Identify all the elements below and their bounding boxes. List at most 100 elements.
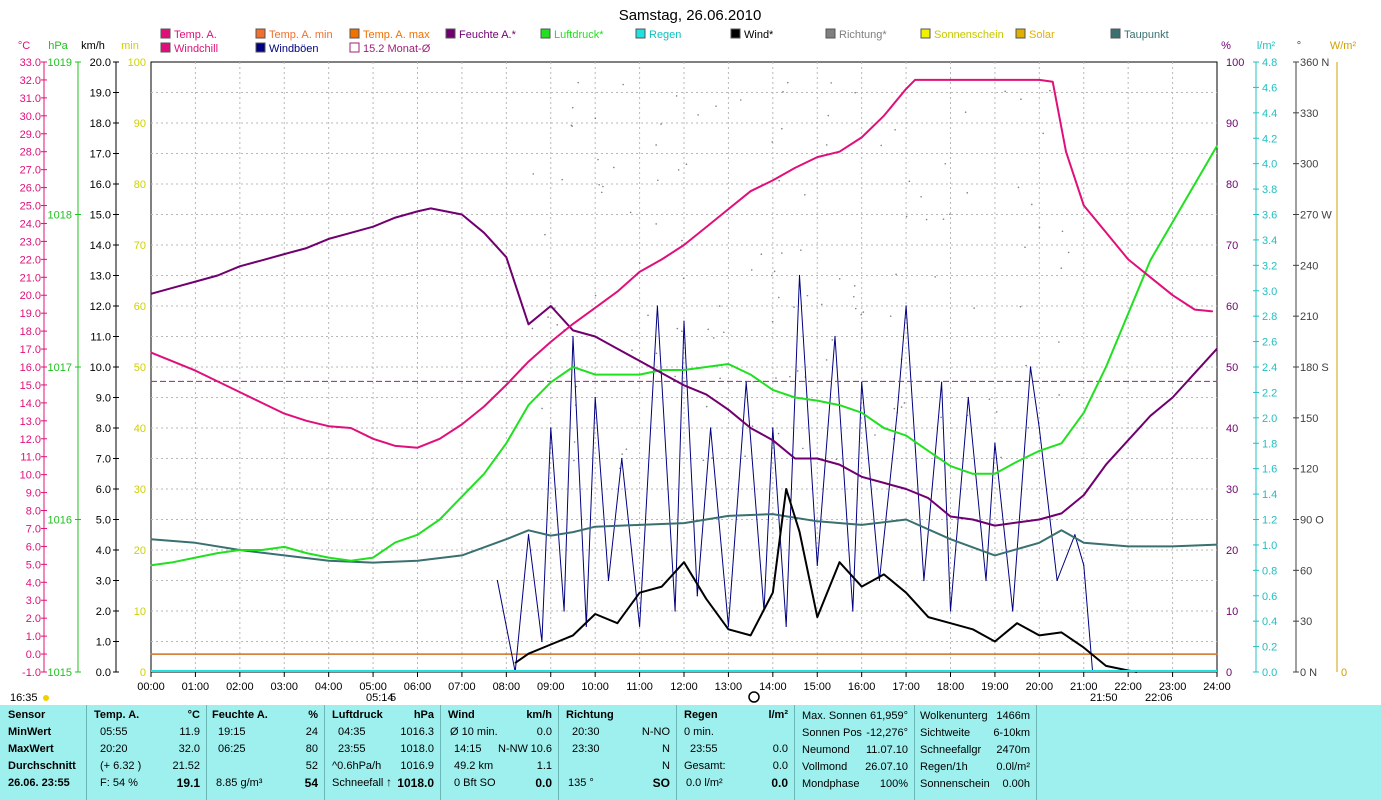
tick-wind-7: 13.0 [90,271,111,283]
point-feuchte-a [1127,439,1129,441]
tick-wind-16: 4.0 [96,545,111,557]
stats-extra-col: Wolkenunterg 1466m Sichtweite 6-10km Sch… [914,705,1037,800]
temp-last-val: 19.1 [176,776,200,790]
direction-dot [880,144,882,147]
direction-dot [681,239,683,242]
point-feuchte-a [1083,494,1085,496]
point-taupunkt [194,542,197,544]
tick-temp-2: 31.0 [20,93,41,105]
wind-r2-time: 14:15 [454,743,482,755]
point-temp-a [261,402,263,404]
tick-humidity-7: 30 [1226,484,1238,496]
series-taupunkt [150,513,1218,564]
point-luftdruck [1060,442,1063,444]
point-temp-a [772,179,774,182]
tick-direction-11: 30 [1300,616,1312,628]
direction-dot [602,185,604,188]
x-tick-17: 17:00 [892,681,920,693]
direction-dot [697,114,699,116]
tick-temp-18: 15.0 [20,380,41,392]
point-wind [785,488,787,490]
point-wind [1038,634,1040,637]
point-wind [972,628,974,630]
tick-temp-17: 16.0 [20,362,41,374]
temp-min-time: 05:55 [100,726,128,738]
point-wind [638,592,641,594]
point-windb-en [878,579,881,582]
direction-dot [532,173,535,175]
tick-humidity-1: 90 [1226,118,1238,130]
temp-max-val: 32.0 [178,743,200,755]
tick-wind-5: 15.0 [90,210,111,222]
x-tick-12: 12:00 [670,681,698,693]
point-temp-a [572,323,574,325]
row-label-min: MinWert [8,726,52,738]
point-luftdruck [1216,145,1218,147]
direction-r4-val: SO [652,776,670,790]
legend-swatch-0 [160,28,171,39]
point-luftdruck [439,518,441,521]
point-feuchte-a [150,293,152,295]
point-luftdruck [1105,366,1107,368]
direction-dot [705,405,708,408]
direction-dot [782,90,784,93]
point-temp-a [439,438,441,440]
direction-dot [1061,230,1064,233]
tick-rain-19: 1.0 [1262,540,1277,552]
grid [151,62,1217,672]
pressure-avg-val: 1016.9 [400,760,434,772]
temp-header: Temp. A. [94,709,140,721]
direction-dot [778,179,780,182]
point-wind [1060,631,1063,633]
tick-humidity-6: 40 [1226,423,1238,435]
tick-temp-12: 21.0 [20,272,41,284]
legend-swatch-9 [730,28,741,39]
point-temp-a [483,405,485,408]
point-windb-en [852,610,854,612]
point-luftdruck [572,366,574,368]
tick-direction-0: 360 N [1300,57,1329,69]
point-feuchte-a [750,427,752,429]
x-tick-13: 13:00 [715,681,743,693]
point-wind [772,592,774,594]
point-temp-a [683,244,685,246]
direction-dot [1000,456,1002,459]
point-temp-a [372,438,374,440]
direction-r4-label: 135 ° [568,777,594,789]
point-feuchte-a [794,457,796,460]
astro-value-3: 26.07.10 [865,761,908,773]
point-feuchte-a [638,360,641,362]
point-feuchte-a [883,482,885,484]
point-windb-en [710,427,712,429]
point-feuchte-a [372,226,374,228]
point-feuchte-a [727,409,730,411]
point-wind [1083,647,1085,649]
rain-r4-val: 0.0 [771,776,788,790]
point-wind [927,616,929,618]
humidity-avg-val: 52 [305,760,318,772]
direction-dot [944,162,947,165]
direction-dot [1058,341,1060,343]
pressure-header: Luftdruck [332,709,383,721]
axis-unit-pressure: hPa [48,40,68,52]
tick-rain-18: 1.2 [1262,515,1277,527]
astro-label-1: Sonnen Pos [802,727,862,739]
point-windb-en [621,457,623,460]
direction-dot [804,193,806,196]
direction-dot [908,180,911,183]
point-taupunkt [1060,529,1063,531]
weather-chart: Samstag, 26.06.2010 Temp. A.WindchillTem… [10,7,1356,704]
point-feuchte-a [550,305,552,307]
direction-r3-val: N [662,760,670,772]
point-temp-a [194,369,197,372]
tick-direction-8: 120 [1300,464,1318,476]
point-taupunkt [328,560,330,562]
tick-wind-8: 12.0 [90,301,111,313]
series-temp-a [150,78,1213,449]
x-tick-9: 09:00 [537,681,565,693]
point-luftdruck [816,399,818,402]
point-wind [661,586,663,588]
temp-avg-extra: (+ 6.32 ) [100,760,142,772]
direction-dot [889,315,892,317]
tick-rain-9: 3.0 [1262,286,1277,298]
